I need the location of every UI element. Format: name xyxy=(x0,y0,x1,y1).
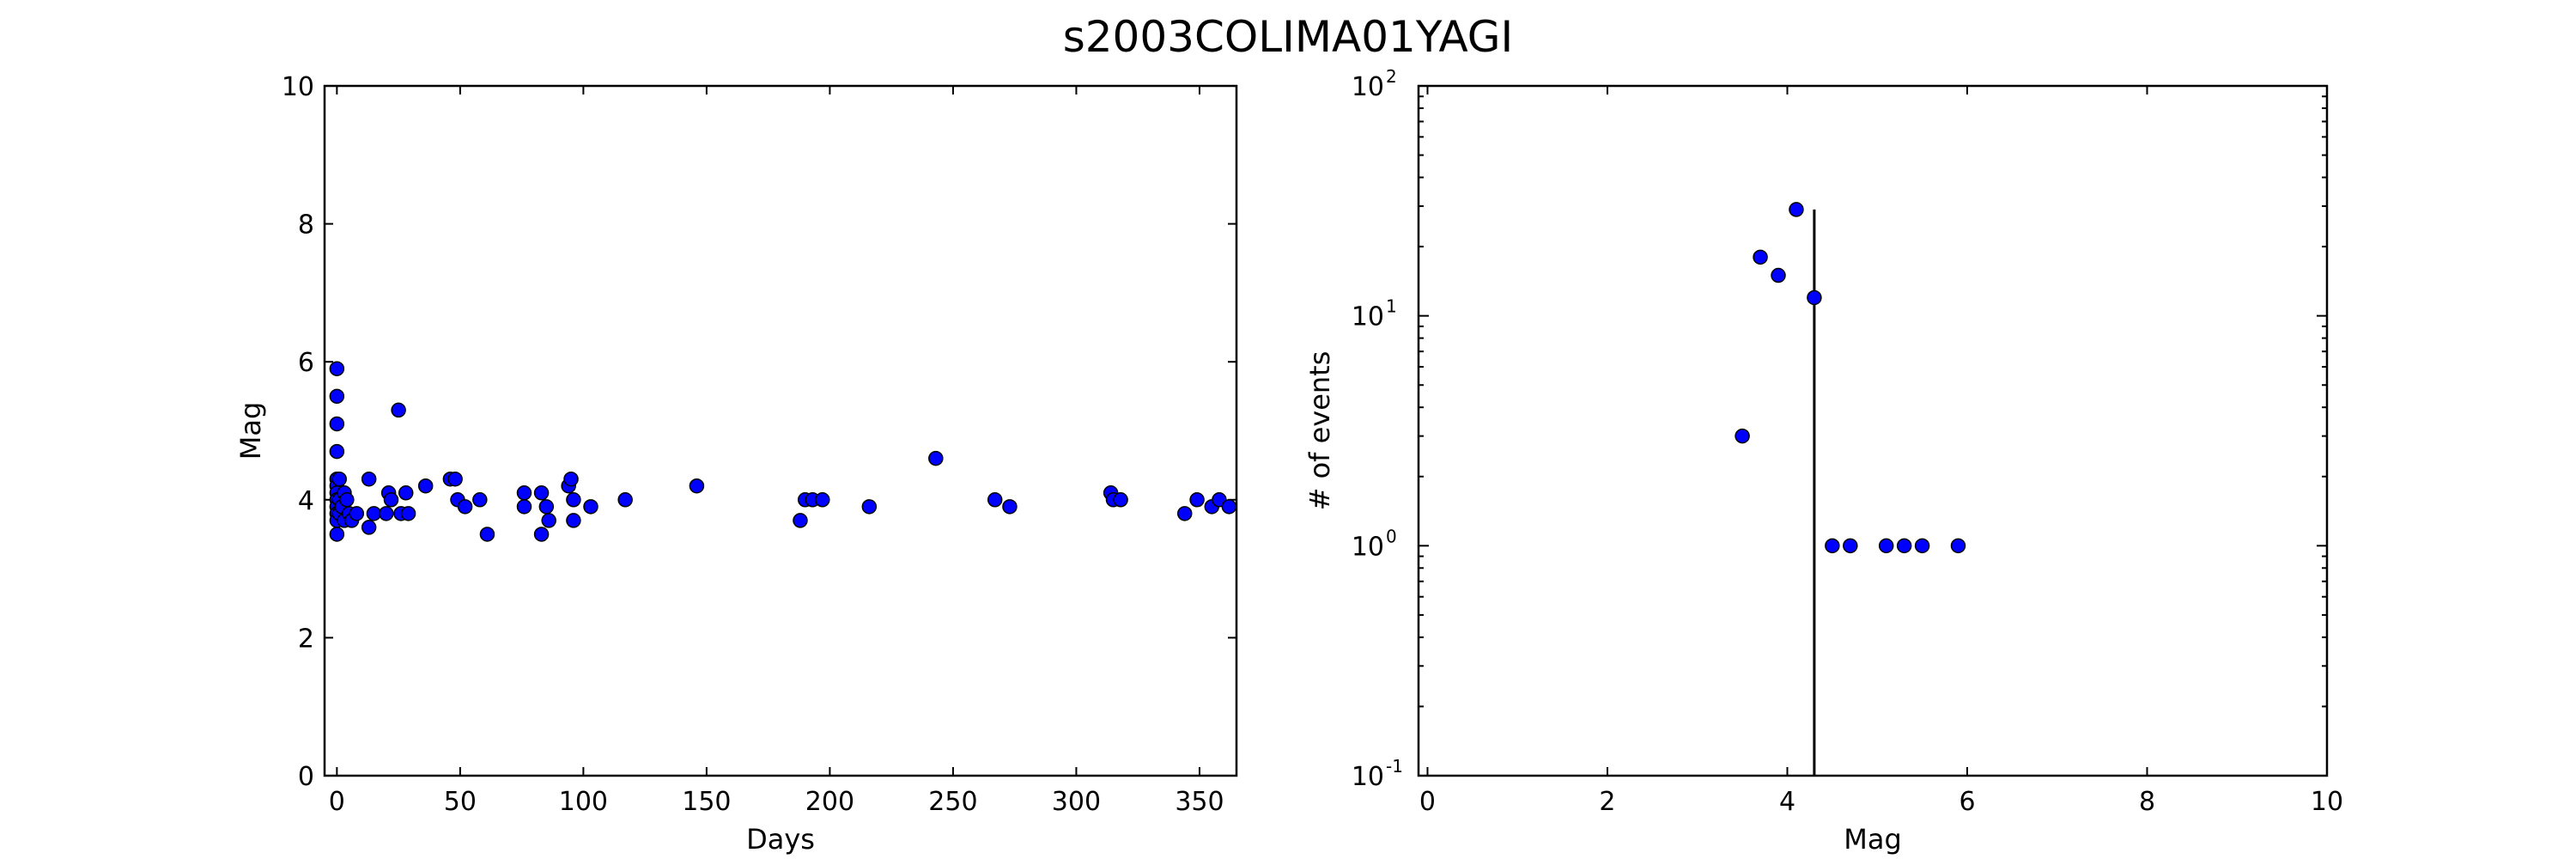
x-tick-label: 4 xyxy=(1779,787,1795,817)
data-point xyxy=(1002,499,1018,515)
x-tick-label: 350 xyxy=(1175,787,1224,817)
data-point xyxy=(815,492,830,508)
data-point xyxy=(398,485,414,501)
data-point xyxy=(1113,492,1128,508)
data-point xyxy=(533,485,550,501)
data-point xyxy=(1221,499,1237,515)
data-point xyxy=(1950,538,1966,554)
data-point xyxy=(861,499,878,515)
data-point xyxy=(1878,538,1894,554)
data-point xyxy=(1753,249,1768,265)
data-point xyxy=(566,513,581,528)
data-point xyxy=(331,471,347,487)
x-tick-label: 10 xyxy=(2311,787,2343,817)
x-tick-label: 8 xyxy=(2139,787,2155,817)
data-point xyxy=(617,492,633,508)
data-point xyxy=(417,478,434,494)
x-tick-label: 0 xyxy=(1419,787,1436,817)
data-point xyxy=(361,471,377,487)
y-tick-label: 0 xyxy=(298,762,314,792)
data-point xyxy=(1789,202,1804,217)
data-point xyxy=(339,492,355,508)
y-tick-label: 6 xyxy=(298,348,314,378)
data-point xyxy=(793,513,808,528)
data-point xyxy=(329,388,345,405)
data-point xyxy=(329,416,345,432)
data-point xyxy=(391,402,406,418)
y-axis-label: Mag xyxy=(234,402,267,460)
y-tick-label: 10 xyxy=(1352,762,1384,792)
x-tick-label: 250 xyxy=(928,787,977,817)
y-tick-label: 8 xyxy=(298,210,314,241)
data-point xyxy=(447,471,463,487)
x-tick-label: 50 xyxy=(444,787,477,817)
data-point xyxy=(987,492,1003,508)
data-point xyxy=(541,513,556,528)
data-point xyxy=(366,506,382,521)
x-tick-label: 200 xyxy=(805,787,854,817)
data-point xyxy=(457,499,473,515)
data-point xyxy=(1843,538,1858,554)
data-point xyxy=(361,520,377,535)
data-point xyxy=(329,443,345,460)
scatter-mag-vs-days: 0 50 100 150 200 250 300 350 0 2 4 6 8 10 Days Mag xyxy=(234,72,1238,856)
y-tick-label: 4 xyxy=(298,486,314,516)
plot-frame xyxy=(323,84,1238,777)
y-tick-label: 10 xyxy=(282,72,314,102)
data-point xyxy=(479,527,495,542)
x-tick-label: 2 xyxy=(1599,787,1615,817)
x-tick-label: 0 xyxy=(329,787,345,817)
y-tick-label: 10 xyxy=(1352,302,1384,332)
data-point xyxy=(516,499,532,515)
x-tick-label: 300 xyxy=(1052,787,1101,817)
data-point xyxy=(329,527,345,542)
y-tick-label: 10 xyxy=(1352,532,1384,562)
data-point xyxy=(1189,492,1205,508)
data-point xyxy=(472,492,488,508)
data-point xyxy=(1896,538,1912,554)
data-point xyxy=(1771,267,1786,283)
x-tick-label: 6 xyxy=(1959,787,1975,817)
data-point xyxy=(1176,506,1193,521)
data-point xyxy=(329,361,345,376)
data-point xyxy=(400,506,416,521)
data-point xyxy=(689,478,705,494)
y-tick-exponent: 0 xyxy=(1386,526,1397,546)
data-point xyxy=(538,499,555,515)
data-point xyxy=(383,492,399,508)
data-point xyxy=(563,471,579,487)
data-point xyxy=(583,499,598,515)
x-tick-label: 100 xyxy=(559,787,608,817)
data-point xyxy=(1807,289,1822,306)
x-axis-label: Mag xyxy=(1844,823,1902,856)
plot-frame xyxy=(1417,84,2329,777)
data-point xyxy=(1914,538,1930,554)
data-point xyxy=(928,450,944,466)
data-point xyxy=(533,527,550,542)
y-tick-label: 2 xyxy=(298,624,314,654)
x-axis-label: Days xyxy=(746,823,815,856)
x-tick-label: 150 xyxy=(682,787,731,817)
data-point xyxy=(1735,428,1750,444)
y-tick-exponent: 1 xyxy=(1386,296,1397,317)
y-axis-label: # of events xyxy=(1303,351,1336,511)
data-point xyxy=(516,485,532,501)
data-point xyxy=(379,506,394,521)
data-point xyxy=(349,506,365,521)
y-tick-label: 10 xyxy=(1352,72,1384,102)
y-tick-exponent: -1 xyxy=(1386,756,1403,777)
y-tick-exponent: 2 xyxy=(1386,66,1397,87)
figure-title: s2003COLIMA01YAGI xyxy=(1063,12,1514,62)
data-point xyxy=(566,492,581,508)
data-point xyxy=(1825,538,1840,554)
